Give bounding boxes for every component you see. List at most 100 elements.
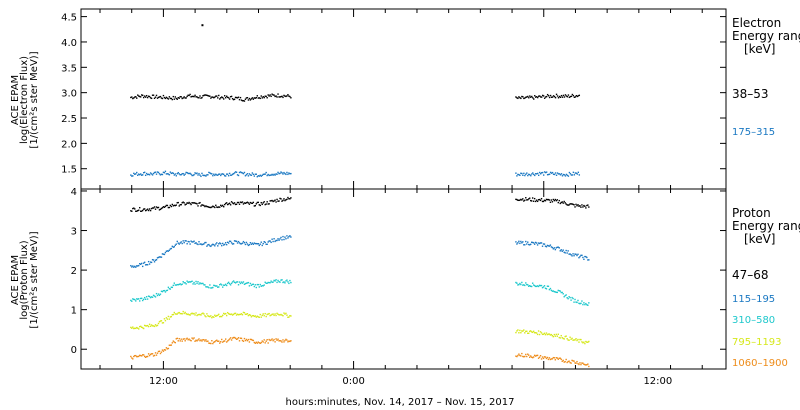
data-point — [584, 363, 586, 366]
data-point — [218, 313, 220, 316]
data-point — [199, 174, 201, 176]
data-point — [516, 330, 518, 332]
data-point — [171, 342, 174, 344]
data-point — [198, 338, 200, 340]
data-point — [253, 205, 256, 207]
data-point — [161, 173, 164, 176]
data-point — [238, 242, 241, 244]
data-point — [164, 205, 167, 208]
data-point — [156, 97, 159, 99]
data-point — [264, 312, 266, 315]
data-point — [287, 316, 289, 318]
data-point — [241, 100, 244, 102]
data-point — [242, 203, 245, 205]
data-point — [247, 244, 250, 247]
data-point — [158, 256, 161, 258]
data-point — [141, 327, 144, 329]
data-point — [144, 264, 147, 266]
data-point — [206, 205, 208, 208]
data-point — [539, 173, 542, 175]
data-point — [531, 197, 534, 199]
data-point — [223, 95, 226, 97]
data-point — [588, 340, 590, 343]
data-point — [554, 291, 557, 293]
data-point — [537, 172, 539, 175]
data-point — [280, 340, 282, 342]
data-point — [232, 243, 235, 245]
data-point — [250, 284, 253, 286]
data-point — [532, 200, 535, 202]
data-point — [151, 325, 154, 327]
data-point — [154, 296, 157, 298]
data-point — [557, 201, 559, 204]
data-point — [219, 283, 221, 286]
data-point — [173, 282, 176, 284]
data-point — [262, 285, 264, 287]
data-point — [138, 328, 140, 330]
data-point — [173, 174, 176, 176]
data-point — [179, 242, 181, 244]
data-point — [536, 333, 539, 336]
data-point — [178, 97, 180, 99]
data-point — [547, 333, 550, 335]
data-point — [542, 243, 545, 245]
data-point — [525, 96, 527, 99]
data-point — [137, 355, 139, 358]
data-point — [536, 244, 539, 246]
data-point — [228, 240, 231, 242]
data-point — [256, 175, 258, 178]
data-point — [529, 174, 531, 176]
data-point — [247, 99, 250, 101]
data-point — [242, 311, 245, 314]
data-point — [183, 312, 185, 315]
data-point — [191, 280, 193, 282]
data-point — [545, 246, 548, 248]
data-point — [194, 314, 196, 316]
data-point — [219, 206, 221, 208]
data-point — [248, 173, 251, 175]
data-point — [516, 97, 518, 99]
data-point — [203, 313, 205, 315]
data-point — [286, 279, 288, 281]
data-point — [184, 240, 186, 242]
data-point — [247, 175, 250, 177]
data-point — [138, 95, 140, 97]
data-point — [167, 315, 170, 318]
data-point — [140, 326, 143, 328]
data-point — [283, 198, 285, 200]
data-point — [554, 96, 557, 99]
data-point — [263, 339, 265, 341]
data-point — [170, 315, 173, 318]
data-point — [250, 98, 253, 100]
data-point — [246, 201, 249, 203]
data-point — [286, 95, 288, 97]
data-point — [167, 206, 170, 209]
data-point — [236, 313, 239, 315]
data-point — [537, 96, 539, 99]
data-point — [131, 96, 133, 98]
data-point — [288, 198, 290, 200]
data-point — [224, 338, 227, 340]
data-point — [145, 296, 148, 298]
data-point — [240, 99, 243, 101]
data-point — [149, 325, 152, 327]
data-point — [196, 340, 198, 342]
data-point — [227, 203, 230, 205]
data-point — [269, 314, 271, 317]
data-point — [199, 282, 201, 284]
data-point — [156, 171, 159, 173]
data-point — [531, 241, 534, 244]
data-point — [168, 174, 171, 176]
data-point — [521, 352, 523, 355]
data-point — [535, 96, 537, 98]
data-point — [258, 286, 260, 288]
data-point — [188, 314, 190, 316]
data-point — [207, 206, 209, 208]
data-point — [287, 237, 289, 239]
data-point — [253, 242, 256, 244]
data-point — [559, 250, 561, 252]
data-point — [270, 200, 272, 202]
data-point — [559, 290, 561, 292]
data-point — [190, 339, 192, 342]
